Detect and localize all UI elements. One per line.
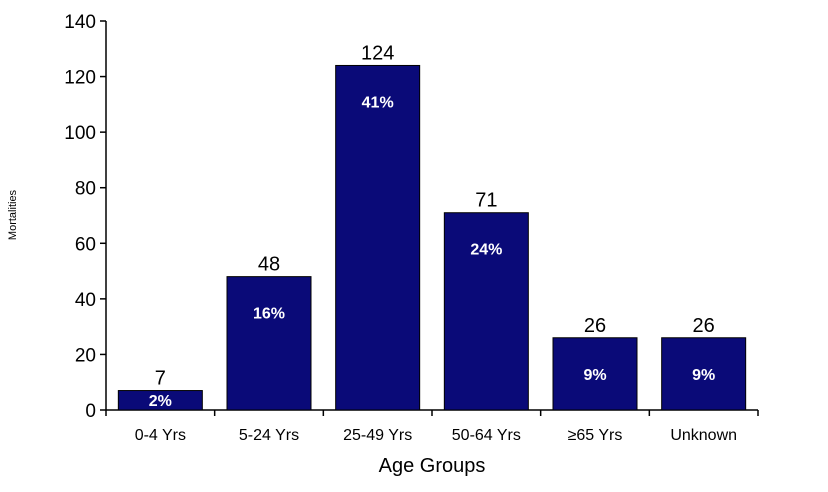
y-tick-label: 120 [64,68,96,89]
value-label: 26 [584,315,606,337]
data-labels: 7 2% 48 16% 124 41% 71 24% 26 9% 26 9% [149,42,715,410]
y-tick-label: 140 [64,12,96,33]
y-tick-label: 40 [75,290,96,311]
percent-label: 2% [149,393,172,410]
x-tick-label: Unknown [670,427,737,444]
bar [226,276,312,411]
x-axis-title: Age Groups [379,455,486,477]
percent-label: 16% [253,306,285,323]
y-axis: 0 20 40 60 80 100 120 140 [64,12,107,422]
y-tick-label: 80 [75,179,96,200]
x-tick-label: 50-64 Yrs [452,427,521,444]
y-tick-label: 60 [75,234,96,255]
bars [117,64,747,411]
percent-label: 24% [470,242,502,259]
bar [443,212,529,411]
value-label: 26 [693,315,715,337]
value-label: 7 [155,368,166,390]
percent-label: 9% [692,367,715,384]
x-tick-label: 0-4 Yrs [135,427,186,444]
value-label: 48 [258,254,280,276]
bar [117,390,203,411]
percent-label: 41% [362,94,394,111]
value-label: 71 [475,190,497,212]
x-axis: 0-4 Yrs 5-24 Yrs 25-49 Yrs 50-64 Yrs ≥65 Yrs… [105,409,759,444]
y-tick-label: 100 [64,123,96,144]
bar [335,64,421,411]
x-tick-label: 25-49 Yrs [343,427,412,444]
bar [552,337,638,411]
bar [661,337,747,411]
y-tick-label: 0 [85,401,96,422]
value-label: 124 [361,42,394,64]
y-tick-label: 20 [75,345,96,366]
x-tick-label: 5-24 Yrs [239,427,299,444]
y-axis-title: Mortalities [7,189,19,240]
x-tick-label: ≥65 Yrs [568,427,623,444]
percent-label: 9% [583,367,606,384]
